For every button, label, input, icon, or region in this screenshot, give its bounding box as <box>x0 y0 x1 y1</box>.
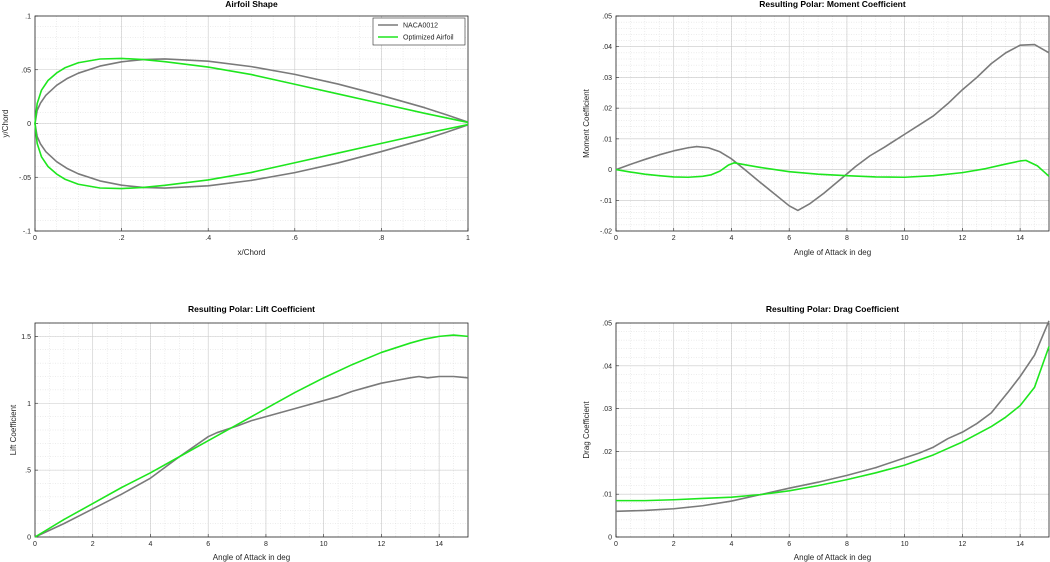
legend: NACA0012 Optimized Airfoil <box>372 17 466 46</box>
x-tick-label: 0 <box>614 235 618 242</box>
series-group <box>615 320 1050 513</box>
tick-labels: 0 2 4 6 8 10 12 14 0 .01 .02 .03 .04 .05 <box>602 321 1024 549</box>
x-tick-label: 2 <box>672 235 676 242</box>
series-line-naca0012 <box>615 320 1050 513</box>
x-axis-label: Angle of Attack in deg <box>794 248 871 257</box>
y-tick-label: .02 <box>602 449 612 456</box>
y-tick-label: -.01 <box>600 198 612 205</box>
x-tick-label: 4 <box>730 235 734 242</box>
y-tick-label: -.1 <box>23 229 31 236</box>
y-tick-label: 0 <box>608 535 612 542</box>
chart-title: Resulting Polar: Lift Coefficient <box>188 304 315 314</box>
x-tick-label: 8 <box>845 235 849 242</box>
series-line-optimized-airfoil <box>615 159 1050 179</box>
x-tick-label: 2 <box>91 541 95 548</box>
x-tick-label: 10 <box>901 541 909 548</box>
grid <box>34 15 469 232</box>
x-tick-label: 10 <box>901 235 909 242</box>
y-tick-label: 0 <box>608 167 612 174</box>
y-tick-label: .05 <box>602 321 612 328</box>
x-tick-label: 0 <box>33 541 37 548</box>
x-tick-label: 10 <box>320 541 328 548</box>
series-line-optimized-airfoil <box>616 346 1050 502</box>
y-tick-label: 0 <box>27 535 31 542</box>
y-tick-label: .03 <box>602 75 612 82</box>
y-tick-label: .05 <box>21 67 31 74</box>
plot-frame <box>34 322 469 538</box>
x-tick-label: 1 <box>466 235 470 242</box>
y-tick-label: .5 <box>25 468 31 475</box>
y-tick-label: 1 <box>27 401 31 408</box>
y-tick-label: 1.5 <box>21 334 31 341</box>
chart-airfoil-shape: 0 .2 .4 .6 .8 1 -.1 -.05 0 .05 .1 Airfoil Shape x/… <box>1 0 470 257</box>
series-line-naca0012 <box>34 375 469 538</box>
series-line-optimized-airfoil <box>34 57 469 190</box>
y-tick-label: .01 <box>602 136 612 143</box>
y-axis-label: Drag Coefficient <box>582 401 591 459</box>
tick-labels: 0 2 4 6 8 10 12 14 0 .5 1 1.5 <box>21 334 443 548</box>
y-tick-label: .01 <box>602 492 612 499</box>
chart-title: Airfoil Shape <box>225 0 278 9</box>
x-tick-label: 6 <box>787 541 791 548</box>
x-tick-label: 12 <box>959 541 967 548</box>
x-axis-label: Angle of Attack in deg <box>794 553 871 562</box>
series-line-optimized-airfoil <box>34 334 469 538</box>
legend-label-naca0012: NACA0012 <box>403 23 438 30</box>
legend-label-optimized: Optimized Airfoil <box>403 35 454 42</box>
x-tick-label: .8 <box>378 235 384 242</box>
y-tick-label: 0 <box>27 121 31 128</box>
plot-frame <box>615 15 1050 232</box>
y-tick-label: .03 <box>602 406 612 413</box>
x-tick-label: 8 <box>264 541 268 548</box>
chart-title: Resulting Polar: Moment Coefficient <box>759 0 906 9</box>
x-tick-label: 14 <box>435 541 443 548</box>
grid <box>615 15 1050 232</box>
x-tick-label: 12 <box>959 235 967 242</box>
chart-title: Resulting Polar: Drag Coefficient <box>766 304 899 314</box>
y-tick-label: .04 <box>602 44 612 51</box>
x-tick-label: 4 <box>730 541 734 548</box>
x-tick-label: 0 <box>614 541 618 548</box>
x-tick-label: .6 <box>292 235 298 242</box>
y-tick-label: -.05 <box>19 175 31 182</box>
chart-moment-coefficient: 0 2 4 6 8 10 12 14 -.02 -.01 0 .01 .02 .03 .04 .05 Resu… <box>582 0 1050 257</box>
y-tick-label: .05 <box>602 14 612 21</box>
x-tick-label: 14 <box>1016 541 1024 548</box>
tick-labels: 0 2 4 6 8 10 12 14 -.02 -.01 0 .01 .02 .03 .04 .05 <box>600 14 1024 243</box>
y-axis-label: y/Chord <box>1 109 10 137</box>
x-tick-label: 14 <box>1016 235 1024 242</box>
chart-lift-coefficient: 0 2 4 6 8 10 12 14 0 .5 1 1.5 Resulting Polar: Lift… <box>9 304 469 562</box>
x-tick-label: 4 <box>149 541 153 548</box>
x-tick-label: 6 <box>206 541 210 548</box>
y-tick-label: -.02 <box>600 229 612 236</box>
tick-labels: 0 .2 .4 .6 .8 1 -.1 -.05 0 .05 .1 <box>19 14 470 243</box>
x-tick-label: 0 <box>33 235 37 242</box>
x-tick-label: 12 <box>378 541 386 548</box>
y-tick-label: .1 <box>25 14 31 21</box>
x-tick-label: 6 <box>787 235 791 242</box>
y-axis-label: Moment Coefficient <box>582 88 591 158</box>
x-axis-label: x/Chord <box>237 248 265 257</box>
x-tick-label: 2 <box>672 541 676 548</box>
x-tick-label: .2 <box>119 235 125 242</box>
y-tick-label: .04 <box>602 363 612 370</box>
legend-box <box>372 17 466 46</box>
series-group <box>34 57 469 190</box>
y-tick-label: .02 <box>602 106 612 113</box>
x-tick-label: 8 <box>845 541 849 548</box>
series-line-naca0012 <box>615 43 1050 212</box>
series-group <box>615 43 1050 212</box>
plot-frame <box>615 322 1050 538</box>
series-group <box>34 334 469 538</box>
y-axis-label: Lift Coefficient <box>9 404 18 455</box>
x-tick-label: .4 <box>205 235 211 242</box>
chart-drag-coefficient: 0 2 4 6 8 10 12 14 0 .01 .02 .03 .04 .05 Resulting Po… <box>582 304 1050 562</box>
x-axis-label: Angle of Attack in deg <box>213 553 290 562</box>
